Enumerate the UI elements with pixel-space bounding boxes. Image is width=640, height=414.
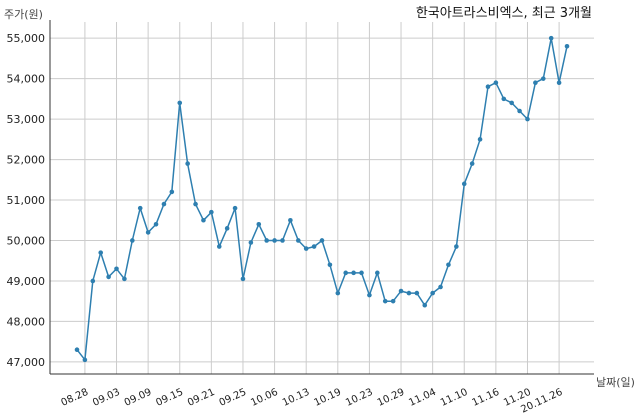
x-tick-label: 09.21 [186, 387, 217, 409]
price-point [295, 238, 301, 243]
x-tick-label: 09.03 [91, 387, 122, 409]
grid-lines [50, 22, 594, 374]
y-tick-label: 53,000 [7, 113, 46, 126]
y-tick-label: 55,000 [7, 32, 46, 45]
price-point [343, 270, 349, 276]
price-point [201, 217, 206, 223]
price-point [232, 205, 238, 211]
price-point [193, 201, 198, 207]
price-series [74, 35, 570, 363]
price-point [169, 189, 175, 195]
x-tick-label: 10.29 [376, 387, 407, 409]
price-point [98, 250, 104, 255]
price-point [311, 244, 317, 249]
x-tick-label: 10.06 [249, 387, 280, 409]
x-tick-label: 09.09 [123, 387, 154, 409]
price-point [509, 100, 514, 106]
price-point [477, 137, 483, 142]
price-point [185, 161, 190, 166]
x-tick-labels: 08.28 09.03 09.09 09.15 09.21 09.25 10.06 10.13… [60, 387, 565, 414]
x-tick-label: 09.25 [218, 387, 249, 409]
y-tick-label: 51,000 [7, 194, 46, 207]
price-point [216, 244, 222, 249]
x-tick-label: 10.19 [312, 387, 343, 409]
price-point [303, 246, 309, 251]
x-axis-label: 날짜(일) [596, 375, 635, 389]
price-point [359, 270, 364, 276]
price-point [145, 230, 151, 235]
y-tick-label: 49,000 [7, 275, 46, 288]
price-point [209, 209, 214, 215]
price-point [264, 238, 269, 243]
price-point [224, 226, 230, 231]
price-point [351, 270, 356, 276]
price-point [446, 262, 451, 268]
x-tick-label: 11.10 [439, 387, 470, 409]
price-point [430, 290, 435, 296]
price-point [469, 161, 475, 166]
x-tick-label: 09.15 [154, 387, 185, 409]
x-tick-label: 10.13 [281, 387, 312, 409]
price-point [414, 290, 420, 296]
price-point [556, 80, 562, 85]
price-point [177, 100, 183, 106]
price-point [454, 244, 459, 249]
price-point [548, 35, 554, 41]
price-point [335, 290, 341, 296]
price-point [525, 116, 530, 122]
price-point [493, 80, 499, 85]
price-point [327, 262, 333, 268]
price-point [438, 284, 443, 290]
price-point [82, 357, 88, 363]
price-point [256, 221, 262, 227]
price-line [76, 37, 568, 361]
y-tick-labels: 47,000 48,000 49,000 50,000 51,000 52,000 53,0… [7, 32, 46, 369]
price-point [540, 76, 546, 81]
price-point [153, 221, 159, 227]
price-point [240, 276, 246, 282]
price-point [122, 276, 127, 282]
chart-title: 한국아트라스비엑스, 최근 3개월 [416, 6, 592, 21]
y-tick-label: 48,000 [7, 315, 46, 328]
x-tick-label: 08.28 [60, 387, 91, 409]
price-point [461, 181, 467, 187]
price-point [161, 201, 167, 207]
price-point [398, 288, 404, 294]
price-point [319, 238, 325, 243]
price-point [74, 347, 80, 353]
price-point [533, 80, 538, 85]
y-axis-label: 주가(원) [4, 8, 43, 21]
price-point [90, 278, 96, 284]
price-point [501, 96, 507, 102]
x-tick-label: 10.23 [344, 387, 375, 409]
price-point [422, 302, 428, 308]
price-point [137, 205, 143, 211]
y-tick-label: 54,000 [7, 73, 46, 86]
price-point [367, 292, 372, 298]
price-point [517, 108, 522, 114]
y-tick-label: 52,000 [7, 154, 46, 167]
y-tick-label: 50,000 [7, 234, 46, 247]
price-point [248, 240, 254, 245]
x-tick-label: 11.16 [471, 387, 502, 409]
price-point [130, 238, 135, 243]
price-point [288, 217, 293, 223]
y-tick-label: 47,000 [7, 356, 46, 369]
price-point [375, 270, 380, 276]
price-point [106, 274, 111, 280]
price-point [114, 266, 119, 272]
axes [49, 20, 594, 375]
price-point [390, 298, 396, 304]
price-point [406, 290, 412, 296]
price-point [272, 238, 277, 243]
price-point [485, 84, 491, 90]
x-tick-label: 11.04 [407, 387, 438, 409]
price-point [280, 238, 285, 243]
price-point [564, 43, 570, 49]
price-point [382, 298, 388, 304]
